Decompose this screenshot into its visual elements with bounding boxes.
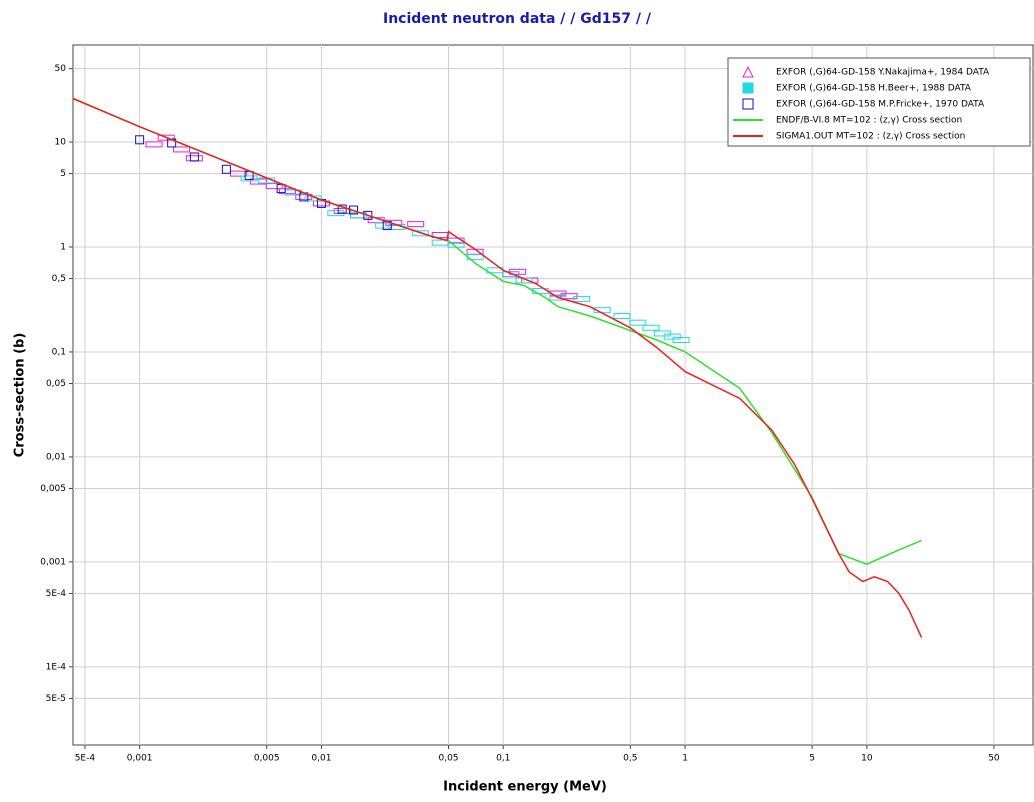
marker <box>135 135 145 145</box>
grid: 5E-4 0,001 0,005 0,01 0,05 0,1 0,5 1 5 10 505E-51E… <box>40 45 1033 764</box>
marker <box>613 312 631 319</box>
marker <box>407 221 425 228</box>
plot-area <box>72 44 1034 746</box>
marker <box>515 277 533 284</box>
marker <box>573 295 591 302</box>
marker <box>145 141 163 148</box>
x-tick-label: 0,5 <box>623 754 637 764</box>
y-tick-label: 5E-5 <box>46 694 66 704</box>
x-tick-label: 0,005 <box>254 754 280 764</box>
y-tick-label: 0,01 <box>46 452 66 462</box>
marker <box>189 152 199 162</box>
marker <box>629 319 647 326</box>
legend-label: ENDF/B-VI.8 MT=102 : (z,γ) Cross section <box>776 116 962 126</box>
y-tick-label: 1E-4 <box>46 662 67 672</box>
marker <box>157 134 175 141</box>
legend-label: EXFOR (,G)64-GD-158 H.Beer+, 1988 DATA <box>776 84 972 94</box>
marker <box>742 98 754 110</box>
x-tick-label: 50 <box>988 754 1000 764</box>
marker <box>742 82 754 94</box>
marker <box>502 271 520 278</box>
legend-label: SIGMA1.OUT MT=102 : (z,γ) Cross section <box>776 132 965 142</box>
legend-label: EXFOR (,G)64-GD-158 M.P.Fricke+, 1970 DA… <box>776 100 985 110</box>
chart-title: Incident neutron data / / Gd157 / / <box>383 11 652 27</box>
marker <box>742 65 754 78</box>
legend: EXFOR (,G)64-GD-158 Y.Nakajima+, 1984 DA… <box>727 57 1031 147</box>
marker <box>337 204 347 214</box>
y-tick-label: 10 <box>55 138 67 148</box>
marker <box>642 324 660 331</box>
marker <box>549 294 567 301</box>
marker <box>663 333 681 340</box>
x-tick-label: 0,01 <box>311 754 331 764</box>
line-series <box>73 97 923 638</box>
marker <box>363 210 373 220</box>
y-axis-label: Cross-section (b) <box>13 333 28 458</box>
marks <box>73 97 923 638</box>
y-tick-label: 0,005 <box>40 484 66 494</box>
y-tick-label: 0,5 <box>52 274 66 284</box>
marker <box>240 175 258 182</box>
y-tick-label: 1 <box>60 242 66 252</box>
marker <box>221 164 231 174</box>
y-tick-label: 5 <box>60 169 66 179</box>
marker <box>672 336 690 343</box>
marker <box>276 184 286 194</box>
x-tick-label: 0,05 <box>438 754 458 764</box>
x-tick-label: 5 <box>809 754 815 764</box>
x-tick-label: 5E-4 <box>75 754 96 764</box>
legend-box <box>727 57 1031 147</box>
marker <box>265 183 283 190</box>
y-tick-label: 0,1 <box>52 347 66 357</box>
x-axis-label: Incident energy (MeV) <box>443 780 607 795</box>
y-tick-label: 5E-4 <box>46 589 67 599</box>
y-tick-label: 50 <box>55 64 67 74</box>
marker <box>411 230 429 237</box>
x-tick-label: 10 <box>861 754 873 764</box>
legend-label: EXFOR (,G)64-GD-158 Y.Nakajima+, 1984 DA… <box>776 68 990 78</box>
x-tick-label: 0,001 <box>127 754 153 764</box>
marker <box>173 146 191 153</box>
y-tick-label: 0,05 <box>46 379 66 389</box>
x-tick-label: 1 <box>682 754 688 764</box>
x-tick-label: 0,1 <box>496 754 510 764</box>
marker <box>278 188 296 195</box>
marker <box>653 330 671 337</box>
y-tick-label: 0,001 <box>40 557 66 567</box>
